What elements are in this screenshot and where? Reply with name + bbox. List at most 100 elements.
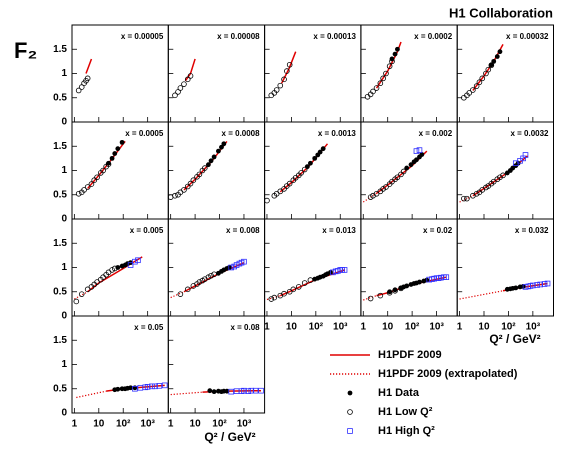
y-tick-label: 1.5 — [53, 141, 67, 152]
panel-label: x = 0.08 — [230, 323, 260, 332]
y-tick-label: 0.5 — [53, 92, 67, 103]
x-tick-label: 1 — [264, 322, 270, 333]
low-q2-point — [78, 291, 85, 297]
pdf-curve-extrapolated — [76, 390, 107, 399]
panel: x = 0.0008 — [167, 121, 266, 220]
high-q2-point — [241, 387, 247, 394]
low-q2-point — [383, 70, 389, 77]
legend-label: H1PDF 2009 — [378, 349, 442, 361]
low-q2-point — [177, 85, 184, 91]
data-point — [119, 139, 125, 145]
low-q2-point — [281, 76, 287, 83]
y-tick-label: 0.5 — [53, 383, 67, 394]
x-axis-label: Q² / GeV² — [489, 332, 540, 346]
y-tick-label: 0 — [61, 117, 67, 128]
legend-label: H1 Data — [378, 387, 420, 399]
low-q2-point — [75, 87, 82, 94]
y-tick-label: 0 — [61, 408, 67, 419]
data-point — [208, 158, 214, 164]
data-point — [205, 162, 211, 168]
legend-label: H1PDF 2009 (extrapolated) — [378, 368, 518, 380]
x-tick-label: 10 — [190, 419, 202, 430]
x-tick-label: 1 — [457, 322, 463, 333]
data-point — [488, 62, 494, 68]
low-q2-point — [109, 267, 115, 273]
pdf-curve — [281, 51, 297, 84]
low-q2-point — [177, 291, 184, 297]
y-tick-label: 0 — [61, 311, 67, 322]
high-q2-point — [156, 383, 163, 389]
panel-label: x = 0.0013 — [318, 129, 357, 138]
low-q2-point — [88, 181, 95, 187]
x-tick-label: 10² — [405, 322, 420, 333]
panel-label: x = 0.002 — [419, 129, 453, 138]
data-point — [404, 165, 410, 171]
y-tick-label: 1.5 — [53, 335, 67, 346]
low-q2-point — [461, 195, 467, 202]
panel-label: x = 0.013 — [322, 226, 356, 235]
high-q2-point — [144, 384, 151, 390]
data-point — [211, 389, 217, 395]
x-tick-label: 1 — [168, 419, 174, 430]
pdf-curve-extrapolated — [170, 291, 185, 299]
low-q2-point — [380, 75, 386, 82]
x-tick-label: 10³ — [526, 322, 541, 333]
x-tick-label: 10 — [478, 322, 490, 333]
panel: x = 0.0032 — [456, 121, 555, 220]
panel: x = 0.00013 — [264, 24, 362, 123]
data-point — [417, 279, 422, 285]
legend-symbol — [347, 428, 353, 434]
low-q2-point — [367, 295, 374, 302]
y-tick-label: 0.5 — [53, 189, 67, 200]
data-point — [404, 283, 410, 289]
high-q2-point — [258, 387, 264, 394]
high-q2-point — [132, 258, 138, 265]
y-tick-label: 0 — [61, 214, 67, 225]
low-q2-point — [281, 290, 287, 297]
pdf-curve-extrapolated — [363, 295, 377, 301]
x-tick-label: 10 — [93, 419, 105, 430]
low-q2-point — [184, 286, 191, 293]
low-q2-point — [187, 73, 194, 79]
panel: x = 0.0005 0 0.5 1 1.5 — [53, 121, 169, 225]
low-q2-point — [172, 92, 178, 99]
x-tick-label: 10² — [309, 322, 324, 333]
low-q2-point — [464, 195, 470, 202]
high-q2-point — [152, 383, 158, 390]
low-q2-point — [373, 85, 380, 91]
low-q2-point — [307, 277, 314, 283]
data-point — [115, 386, 121, 392]
low-q2-point — [208, 272, 214, 279]
high-q2-point — [416, 147, 423, 153]
low-q2-point — [370, 88, 376, 95]
data-point — [392, 51, 398, 57]
high-q2-point — [241, 258, 247, 265]
data-point — [112, 151, 118, 156]
low-q2-point — [181, 81, 187, 87]
low-q2-point — [196, 171, 203, 178]
high-q2-point — [544, 280, 551, 287]
low-q2-point — [380, 186, 386, 192]
data-point — [115, 146, 121, 152]
high-q2-point — [248, 387, 255, 394]
x-tick-label: 1 — [72, 419, 78, 430]
data-point — [414, 157, 419, 163]
data-point — [109, 155, 115, 161]
y-tick-label: 1 — [61, 262, 67, 273]
panel: x = 0.02 1 10 10² 10³ — [360, 218, 458, 333]
x-tick-label: 10³ — [429, 322, 444, 333]
high-q2-point — [530, 282, 536, 289]
x-tick-label: 10² — [212, 419, 227, 430]
data-point — [224, 388, 230, 394]
high-q2-point — [228, 264, 234, 271]
pdf-curve-extrapolated — [74, 291, 88, 300]
data-point — [312, 155, 318, 161]
low-q2-point — [301, 280, 308, 286]
low-q2-point — [386, 289, 393, 296]
data-point — [128, 385, 133, 391]
low-q2-point — [105, 161, 112, 167]
low-q2-point — [281, 186, 287, 192]
low-q2-point — [75, 190, 82, 197]
low-q2-point — [211, 271, 217, 278]
